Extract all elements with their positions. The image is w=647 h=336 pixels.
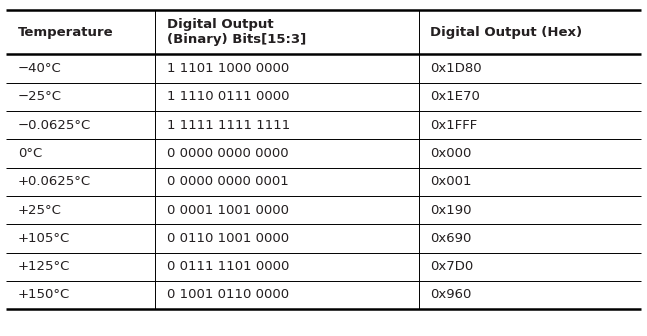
Text: +125°C: +125°C <box>18 260 71 273</box>
Text: 0x1E70: 0x1E70 <box>430 90 480 103</box>
Text: 0x960: 0x960 <box>430 289 472 301</box>
Text: 0 0000 0000 0001: 0 0000 0000 0001 <box>167 175 289 188</box>
Text: Digital Output
(Binary) Bits[15:3]: Digital Output (Binary) Bits[15:3] <box>167 18 307 46</box>
Text: 0x190: 0x190 <box>430 204 472 216</box>
Text: Temperature: Temperature <box>18 26 114 39</box>
Text: 0°C: 0°C <box>18 147 42 160</box>
Text: 0x1D80: 0x1D80 <box>430 62 482 75</box>
Text: 0x690: 0x690 <box>430 232 472 245</box>
Text: −40°C: −40°C <box>18 62 62 75</box>
Text: 1 1101 1000 0000: 1 1101 1000 0000 <box>167 62 289 75</box>
Text: Digital Output (Hex): Digital Output (Hex) <box>430 26 582 39</box>
Text: +0.0625°C: +0.0625°C <box>18 175 91 188</box>
Text: 0 0110 1001 0000: 0 0110 1001 0000 <box>167 232 289 245</box>
Text: 0 0000 0000 0000: 0 0000 0000 0000 <box>167 147 289 160</box>
Text: 0x000: 0x000 <box>430 147 472 160</box>
Text: 1 1110 0111 0000: 1 1110 0111 0000 <box>167 90 290 103</box>
Text: 0 0111 1101 0000: 0 0111 1101 0000 <box>167 260 289 273</box>
Text: 1 1111 1111 1111: 1 1111 1111 1111 <box>167 119 291 132</box>
Text: 0x001: 0x001 <box>430 175 472 188</box>
Text: 0x7D0: 0x7D0 <box>430 260 474 273</box>
Text: +25°C: +25°C <box>18 204 62 216</box>
Text: 0 1001 0110 0000: 0 1001 0110 0000 <box>167 289 289 301</box>
Text: 0 0001 1001 0000: 0 0001 1001 0000 <box>167 204 289 216</box>
Text: −0.0625°C: −0.0625°C <box>18 119 91 132</box>
Text: +150°C: +150°C <box>18 289 71 301</box>
Text: +105°C: +105°C <box>18 232 71 245</box>
Text: 0x1FFF: 0x1FFF <box>430 119 477 132</box>
Text: −25°C: −25°C <box>18 90 62 103</box>
